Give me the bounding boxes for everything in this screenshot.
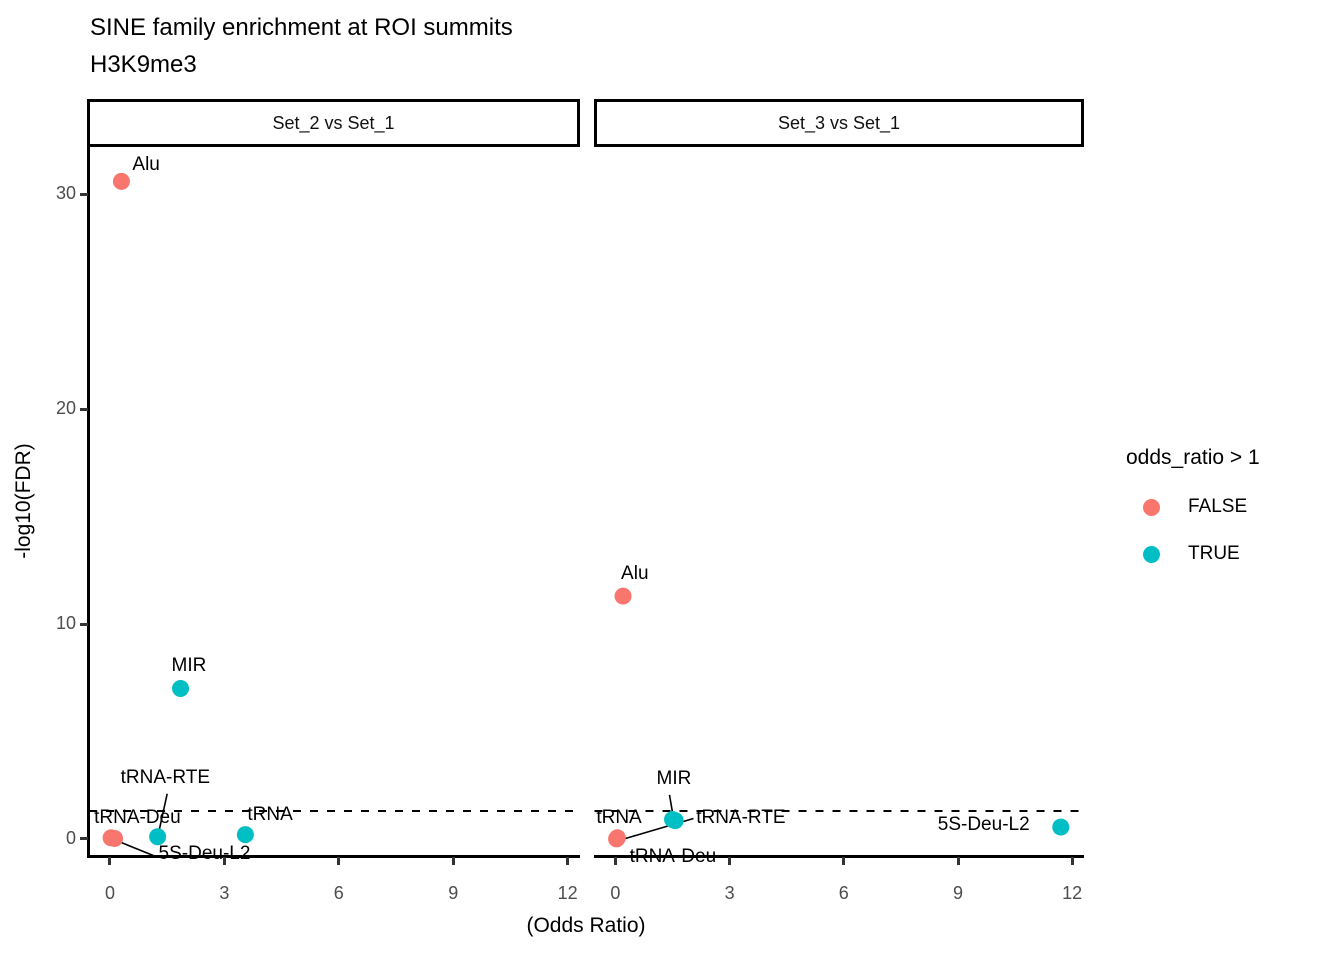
label-leader-line bbox=[668, 794, 674, 813]
point-label-alu: Alu bbox=[621, 563, 649, 585]
data-point-alu bbox=[614, 587, 632, 605]
x-axis-tick bbox=[728, 857, 732, 865]
data-point-alu bbox=[112, 172, 130, 190]
data-point-trna-rte bbox=[149, 828, 167, 846]
y-axis-title: -log10(FDR) bbox=[12, 443, 35, 559]
facet-strip-set2-vs-set1: Set_2 vs Set_1 bbox=[87, 99, 580, 147]
x-axis-tick bbox=[1070, 857, 1074, 865]
data-point-mir bbox=[664, 811, 682, 829]
point-label-trna-deu: tRNA-Deu bbox=[94, 806, 181, 828]
x-axis-tick-label: 6 bbox=[838, 883, 849, 903]
point-label-mir: MIR bbox=[171, 655, 207, 677]
data-point-mir bbox=[172, 679, 190, 697]
point-label-trna: tRNA bbox=[247, 803, 293, 825]
point-label-trna: tRNA bbox=[596, 806, 642, 828]
plot-subtitle: H3K9me3 bbox=[90, 51, 197, 78]
legend-false-dot bbox=[1143, 499, 1160, 516]
x-axis-tick-label: 3 bbox=[724, 883, 735, 903]
label-leader-line bbox=[158, 793, 168, 833]
legend-false-label: FALSE bbox=[1188, 496, 1248, 517]
y-axis-tick-label: 30 bbox=[55, 183, 76, 204]
facet-strip-set3-vs-set1: Set_3 vs Set_1 bbox=[594, 99, 1084, 147]
x-axis-tick-label: 9 bbox=[952, 883, 963, 903]
y-axis-line bbox=[87, 147, 90, 858]
point-label-5s-deu-l2: 5S-Deu-L2 bbox=[937, 814, 1030, 836]
data-point-trna bbox=[608, 829, 626, 847]
y-axis-tick-label: 0 bbox=[65, 827, 76, 848]
x-axis-tick bbox=[337, 857, 341, 865]
legend-title: odds_ratio > 1 bbox=[1126, 446, 1260, 469]
x-axis-tick-label: 0 bbox=[104, 883, 115, 903]
x-axis-tick bbox=[566, 857, 570, 865]
data-point-trna-deu bbox=[608, 830, 626, 848]
data-point-trna-rte bbox=[666, 812, 684, 830]
data-point-5s-deu-l2 bbox=[106, 829, 124, 847]
x-axis-tick-label: 0 bbox=[610, 883, 621, 903]
point-label-trna-rte: tRNA-RTE bbox=[696, 806, 786, 828]
point-label-alu: Alu bbox=[132, 154, 160, 176]
x-axis-tick bbox=[108, 857, 112, 865]
point-label-mir: MIR bbox=[656, 767, 692, 789]
point-label-trna-rte: tRNA-RTE bbox=[120, 766, 211, 788]
x-axis-tick-label: 12 bbox=[1062, 883, 1083, 903]
y-axis-tick-label: 10 bbox=[55, 613, 76, 633]
x-axis-title: (Odds Ratio) bbox=[526, 914, 646, 937]
x-axis-tick-label: 6 bbox=[333, 883, 344, 903]
x-axis-tick bbox=[613, 857, 617, 865]
legend-true-dot bbox=[1143, 546, 1160, 563]
y-axis-tick-label: 20 bbox=[55, 398, 76, 419]
x-axis-line-right-panel bbox=[594, 855, 1084, 858]
x-axis-tick bbox=[451, 857, 455, 865]
label-leader-line bbox=[620, 817, 694, 841]
x-axis-tick-label: 3 bbox=[219, 883, 230, 903]
data-point-trna bbox=[236, 826, 254, 844]
x-axis-tick bbox=[956, 857, 960, 865]
plot-title: SINE family enrichment at ROI summits bbox=[90, 14, 513, 41]
data-point-trna-deu bbox=[102, 829, 120, 847]
legend-true-label: TRUE bbox=[1188, 543, 1240, 564]
x-axis-tick-label: 9 bbox=[448, 883, 459, 903]
x-axis-line-left-panel bbox=[87, 855, 580, 858]
x-axis-tick bbox=[222, 857, 226, 865]
x-axis-tick-label: 12 bbox=[557, 883, 578, 903]
x-axis-tick bbox=[842, 857, 846, 865]
data-point-5s-deu-l2 bbox=[1052, 818, 1070, 836]
